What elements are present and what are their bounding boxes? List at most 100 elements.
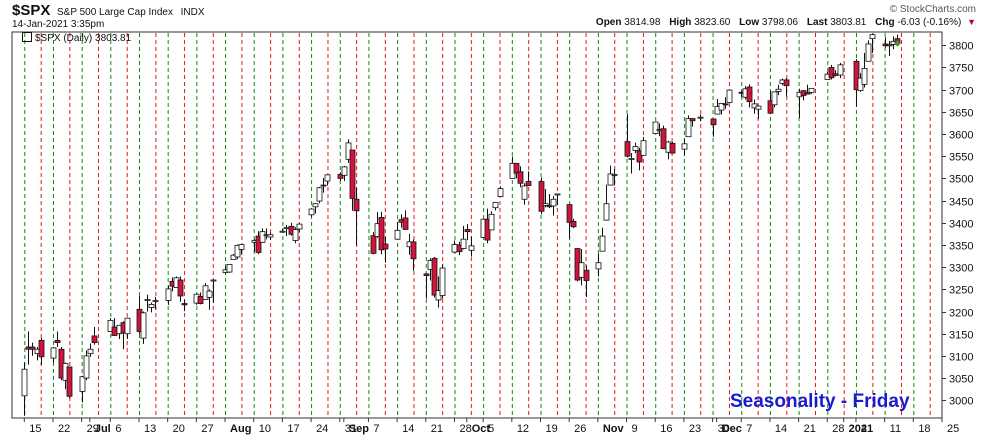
y-tick-label: 3800 — [949, 41, 973, 53]
x-tick-label: 16 — [660, 423, 672, 435]
y-tick-label: 3500 — [949, 174, 973, 186]
up-candle — [292, 229, 299, 241]
y-tick-label: 3750 — [949, 63, 973, 75]
down-candle — [583, 269, 590, 281]
up-candle — [837, 64, 844, 76]
down-triangle-icon: ▼ — [967, 17, 976, 27]
change-value: -6.03 (-0.16%) — [897, 17, 962, 28]
down-candle — [337, 174, 344, 179]
x-tick-label: Oct — [472, 423, 491, 435]
y-tick-label: 3550 — [949, 152, 973, 164]
x-tick-label: 30 — [718, 423, 730, 435]
x-tick-label: 5 — [488, 423, 494, 435]
down-candle — [636, 150, 643, 163]
y-tick-label: 3150 — [949, 330, 973, 342]
down-candle — [525, 181, 532, 186]
up-candle — [451, 244, 458, 253]
open-label: Open — [595, 17, 622, 28]
up-candle — [603, 203, 610, 221]
x-tick-label: 17 — [287, 423, 299, 435]
last-label: Last — [806, 17, 828, 28]
up-candle — [50, 347, 57, 359]
up-candle — [611, 174, 618, 176]
up-candle — [550, 198, 557, 207]
y-tick-label: 3450 — [949, 197, 973, 209]
up-candle — [521, 185, 528, 200]
up-candle — [697, 116, 704, 119]
up-candle — [308, 208, 315, 216]
down-candle — [177, 279, 184, 297]
down-candle — [517, 171, 524, 184]
x-tick-label: 13 — [144, 423, 156, 435]
down-candle — [431, 257, 438, 296]
x-tick-label: 12 — [517, 423, 529, 435]
down-candle — [111, 326, 118, 336]
x-tick-label: 7 — [746, 423, 752, 435]
up-candle — [140, 312, 147, 339]
x-tick-label: 21 — [804, 423, 816, 435]
up-candle — [652, 121, 659, 135]
up-candle — [283, 227, 290, 230]
up-candle — [595, 262, 602, 270]
down-candle — [767, 100, 774, 114]
up-candle — [124, 317, 131, 335]
up-candle — [259, 231, 266, 243]
y-tick-label: 3100 — [949, 352, 973, 364]
up-candle — [206, 290, 213, 298]
down-candle — [378, 217, 385, 251]
up-candle — [681, 143, 688, 150]
x-tick-label: 23 — [689, 423, 701, 435]
up-candle — [869, 34, 876, 40]
seasonality-annotation: Seasonality - Friday — [730, 391, 910, 412]
down-candle — [29, 346, 36, 350]
up-candle — [628, 158, 635, 160]
up-candle — [542, 203, 549, 206]
high-value: 3823.60 — [694, 17, 731, 28]
down-candle — [370, 235, 377, 254]
down-candle — [710, 118, 717, 126]
down-candle — [689, 118, 696, 122]
x-tick-label: 2021 — [849, 423, 873, 435]
y-tick-label: 3200 — [949, 308, 973, 320]
down-candle — [660, 128, 667, 150]
x-tick-label: 10 — [259, 423, 271, 435]
exchange-label: INDX — [180, 7, 205, 18]
up-candle — [312, 203, 319, 208]
ticker-symbol: $SPX — [12, 2, 51, 19]
x-tick-label: Nov — [603, 423, 625, 435]
up-candle — [468, 245, 475, 251]
up-candle — [488, 213, 495, 231]
x-tick-label: 29 — [87, 423, 99, 435]
low-label: Low — [739, 17, 760, 28]
quote-datetime: 14-Jan-2021 3:35pm — [12, 19, 105, 30]
up-candle — [775, 88, 782, 92]
down-candle — [197, 296, 204, 304]
legend-label: $SPX (Daily) 3803.81 — [35, 33, 132, 44]
up-candle — [808, 87, 815, 93]
up-candle — [210, 279, 217, 282]
up-candle — [226, 264, 233, 273]
up-candle — [79, 376, 86, 392]
change-label: Chg — [875, 17, 895, 28]
up-candle — [279, 230, 286, 233]
up-candle — [460, 238, 467, 249]
x-tick-label: 9 — [632, 423, 638, 435]
down-candle — [746, 86, 753, 103]
down-candle — [349, 149, 356, 199]
down-candle — [538, 181, 545, 212]
up-candle — [599, 235, 606, 252]
quote-summary: Open 3814.98 High 3823.60 Low 3798.06 La… — [590, 17, 976, 28]
x-tick-label: 4 — [861, 423, 867, 435]
x-tick-label: 27 — [201, 423, 213, 435]
x-tick-label: 19 — [546, 423, 558, 435]
brand-label: © StockCharts.com — [889, 4, 976, 15]
symbol-header: $SPX S&P 500 Large Cap Index INDX — [12, 2, 205, 19]
last-price-marker — [895, 41, 900, 47]
up-candle — [234, 245, 241, 258]
y-tick-label: 3350 — [949, 241, 973, 253]
up-candle — [324, 174, 331, 182]
down-candle — [722, 103, 729, 106]
up-candle — [755, 105, 762, 110]
up-candle — [439, 267, 446, 296]
up-candle — [578, 262, 585, 278]
